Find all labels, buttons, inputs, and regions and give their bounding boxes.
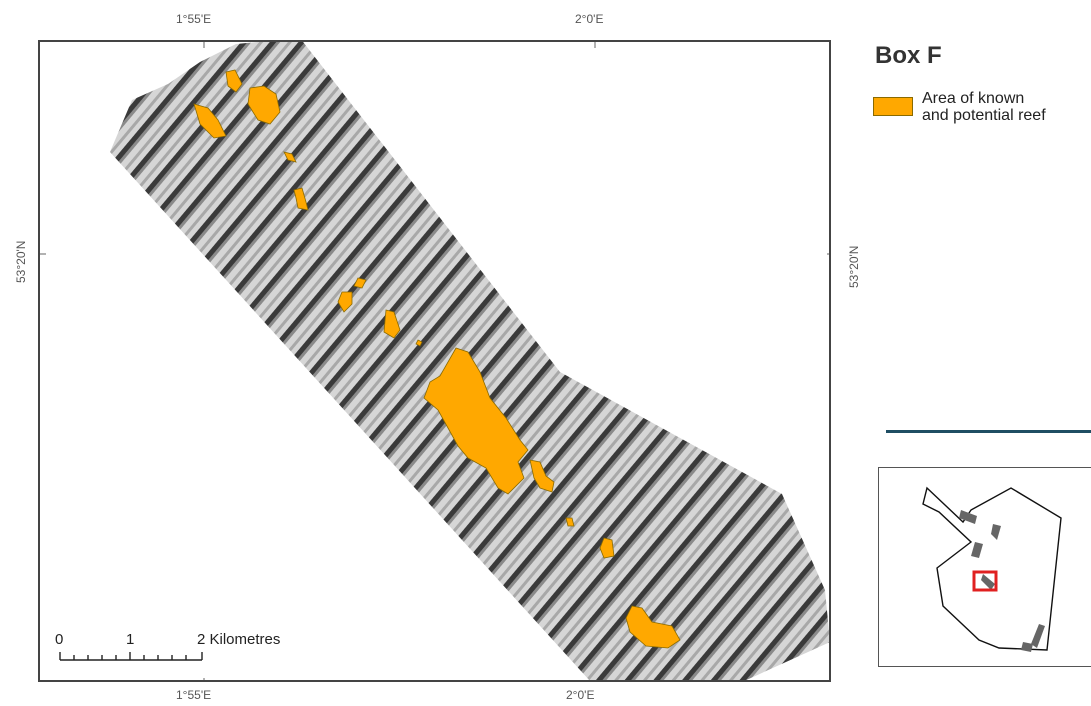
reef-patch-4: [283, 151, 297, 163]
reef-patch-5: [293, 187, 309, 211]
scale-bar: 0 1 2 Kilometres: [55, 631, 280, 661]
inset-map: [878, 467, 1091, 667]
legend-label-line1: Area of known: [922, 90, 1025, 107]
reef-patch-2: [247, 85, 281, 125]
legend-label-reef: Area of known and potential reef: [922, 90, 1087, 124]
reef-patch-7: [337, 291, 353, 313]
bottom-tick-label-2: 2°0'E: [566, 688, 595, 702]
scale-label-0: 0: [55, 631, 63, 648]
reef-patch-12: [565, 517, 575, 527]
inset-map-svg: [922, 486, 1062, 652]
legend-divider: [886, 430, 1091, 433]
reef-patch-10: [423, 347, 529, 495]
reef-patch-3: [193, 103, 227, 139]
map-frame: [38, 40, 831, 682]
scale-label-1: 1: [126, 631, 134, 648]
legend-swatch-reef: [873, 97, 913, 116]
inset-survey-boxes: [959, 510, 1045, 652]
reef-patch-14: [625, 605, 681, 649]
sonar-swath: [110, 42, 829, 680]
reef-patch-6: [353, 277, 367, 289]
reef-patch-1: [225, 69, 243, 93]
right-tick-label-1: 53°20'N: [847, 245, 861, 288]
inset-site-outline: [922, 486, 1062, 651]
scale-label-2: 2 Kilometres: [197, 631, 280, 648]
legend-label-line2: and potential reef: [922, 107, 1046, 124]
inset-location-box: [972, 570, 998, 592]
top-tick-label-1: 1°55'E: [176, 12, 212, 26]
legend-title: Box F: [875, 42, 942, 69]
reef-patch-13: [599, 537, 615, 559]
reef-patch-11: [529, 459, 555, 493]
bottom-tick-label-1: 1°55'E: [176, 688, 212, 702]
left-tick-label-1: 53°20'N: [14, 240, 28, 283]
reef-patch-8: [383, 309, 401, 339]
reef-areas: [193, 69, 681, 649]
survey-map: [40, 42, 829, 680]
top-tick-label-2: 2°0'E: [575, 12, 604, 26]
reef-patch-9: [415, 339, 423, 347]
